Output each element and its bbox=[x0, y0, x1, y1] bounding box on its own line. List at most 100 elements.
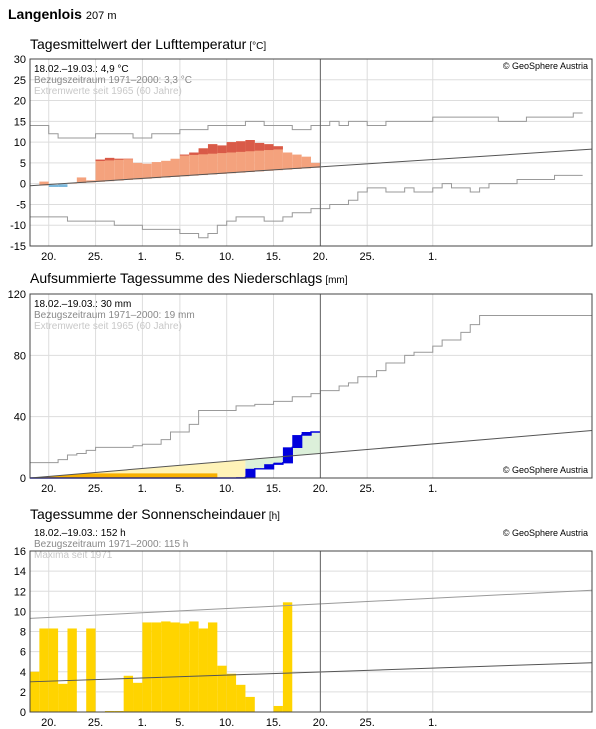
temp-anomaly-bar-strong bbox=[198, 148, 208, 155]
temp-anomaly-bar-strong bbox=[104, 157, 115, 161]
temp-extreme-min-line bbox=[30, 174, 583, 239]
y-tick-label: 6 bbox=[20, 647, 26, 659]
temp-anomaly-bar bbox=[282, 152, 293, 170]
copyright: © GeoSphere Austria bbox=[503, 465, 588, 475]
y-tick-label: 0 bbox=[20, 179, 26, 191]
sunshine-bar bbox=[226, 673, 237, 712]
temp-anomaly-bar-strong bbox=[226, 142, 237, 153]
sunshine-bar bbox=[198, 628, 208, 712]
temp-anomaly-bar bbox=[301, 156, 311, 169]
station-elevation: 207 m bbox=[85, 10, 117, 22]
sunshine-bar bbox=[48, 628, 59, 712]
x-tick-label: 5. bbox=[175, 717, 184, 729]
temp-anomaly-bar-strong bbox=[264, 144, 274, 151]
temp-anomaly-bar bbox=[133, 162, 143, 180]
x-tick-label: 25. bbox=[88, 717, 103, 729]
temp-anomaly-bar-strong bbox=[273, 146, 283, 150]
temp-title: Tagesmittelwert der Lufttemperatur bbox=[30, 36, 247, 52]
info-line: 18.02.–19.03.: 30 mm bbox=[34, 299, 131, 310]
precip-daily-block bbox=[245, 468, 255, 478]
x-tick-label: 25. bbox=[88, 483, 103, 495]
x-tick-label: 20. bbox=[41, 483, 56, 495]
precip-daily-block bbox=[301, 432, 311, 436]
info-line: Bezugszeitraum 1971–2000: 3,3 °C bbox=[34, 75, 192, 86]
temperature-chart: -15 -10 -5 0 5 10 15 20 25 30 20. 25. 1. 5. 10. 15. 20. 2… bbox=[10, 54, 593, 263]
temp-extreme-max-line bbox=[30, 112, 583, 139]
x-tick-label: 25. bbox=[360, 251, 375, 263]
y-tick-label: 2 bbox=[20, 687, 26, 699]
x-tick-label: 25. bbox=[360, 717, 375, 729]
temp-anomaly-bar bbox=[114, 158, 124, 181]
sunshine-bar bbox=[67, 628, 77, 712]
x-tick-label: 1. bbox=[138, 717, 147, 729]
precip-daily-block bbox=[282, 447, 293, 463]
temp-anomaly-bar bbox=[273, 146, 283, 171]
x-tick-label: 20. bbox=[313, 717, 328, 729]
x-tick-label: 15. bbox=[266, 483, 281, 495]
temp-anomaly-bar bbox=[39, 181, 49, 186]
precip-unit: [mm] bbox=[325, 275, 348, 286]
temp-anomaly-bar bbox=[264, 144, 274, 171]
y-tick-label: 15 bbox=[14, 116, 26, 128]
y-tick-label: 25 bbox=[14, 75, 26, 87]
sunshine-bar bbox=[58, 683, 68, 712]
x-tick-label: 20. bbox=[41, 717, 56, 729]
sunshine-bar bbox=[86, 628, 96, 712]
x-tick-label: 20. bbox=[313, 251, 328, 263]
station-name: Langenlois bbox=[8, 6, 82, 22]
precip-deficit-strong-area bbox=[30, 473, 218, 478]
temp-anomaly-bar-strong bbox=[236, 141, 246, 152]
info-line: Extremwerte seit 1965 (60 Jahre) bbox=[34, 86, 182, 97]
sunshine-bar bbox=[161, 621, 171, 712]
sunshine-bar bbox=[245, 696, 255, 712]
temp-chart-title: Tagesmittelwert der Lufttemperatur [°C] bbox=[30, 36, 266, 52]
sunshine-bar bbox=[151, 622, 162, 712]
x-tick-label: 1. bbox=[138, 251, 147, 263]
temp-anomaly-bar bbox=[123, 158, 134, 180]
sunshine-bar bbox=[114, 710, 124, 712]
temp-anomaly-bar bbox=[76, 177, 87, 184]
precip-chart-title: Aufsummierte Tagessumme des Niederschlag… bbox=[30, 270, 348, 286]
y-tick-label: 40 bbox=[14, 412, 26, 424]
x-tick-label: 1. bbox=[138, 483, 147, 495]
y-tick-label: -5 bbox=[16, 199, 26, 211]
temp-anomaly-bar bbox=[311, 162, 321, 168]
temp-anomaly-bar-strong bbox=[114, 158, 124, 160]
temp-reference-line bbox=[29, 148, 593, 187]
x-tick-label: 20. bbox=[313, 483, 328, 495]
sunshine-bar bbox=[179, 623, 190, 712]
sunshine-bar bbox=[236, 684, 246, 712]
info-line: 18.02.–19.03.: 152 h bbox=[34, 528, 126, 539]
precip-reference-line bbox=[29, 429, 593, 479]
x-tick-label: 10. bbox=[219, 251, 234, 263]
sunshine-bar bbox=[189, 621, 199, 712]
temp-anomaly-bar bbox=[179, 154, 190, 177]
copyright: © GeoSphere Austria bbox=[503, 528, 588, 538]
x-tick-label: 10. bbox=[219, 483, 234, 495]
temp-anomaly-bar bbox=[226, 142, 237, 174]
x-tick-label: 25. bbox=[88, 251, 103, 263]
temp-anomaly-bar-strong bbox=[179, 154, 190, 156]
temp-anomaly-bar bbox=[151, 162, 162, 179]
temp-unit: [°C] bbox=[249, 41, 267, 52]
plot-background bbox=[30, 59, 592, 246]
station-header: Langenlois 207 m bbox=[8, 6, 116, 22]
temp-anomaly-bar bbox=[245, 140, 255, 173]
y-tick-label: 0 bbox=[20, 473, 26, 485]
y-tick-label: 5 bbox=[20, 158, 26, 170]
sunshine-bar bbox=[123, 675, 134, 712]
temp-anomaly-bar-strong bbox=[254, 142, 265, 151]
x-tick-label: 10. bbox=[219, 717, 234, 729]
temp-anomaly-bar bbox=[95, 159, 105, 182]
precip-daily-block bbox=[273, 462, 283, 465]
sun-unit: [h] bbox=[268, 511, 280, 522]
sunshine-bar bbox=[170, 622, 180, 712]
info-line: Maxima seit 1971 bbox=[34, 550, 113, 561]
sunshine-bar bbox=[133, 682, 143, 712]
x-tick-label: 20. bbox=[41, 251, 56, 263]
temp-anomaly-bar bbox=[48, 184, 59, 187]
sunshine-bar bbox=[30, 671, 40, 712]
sunshine-bar bbox=[207, 622, 218, 712]
x-tick-label: 15. bbox=[266, 251, 281, 263]
temp-anomaly-bar bbox=[189, 152, 199, 176]
